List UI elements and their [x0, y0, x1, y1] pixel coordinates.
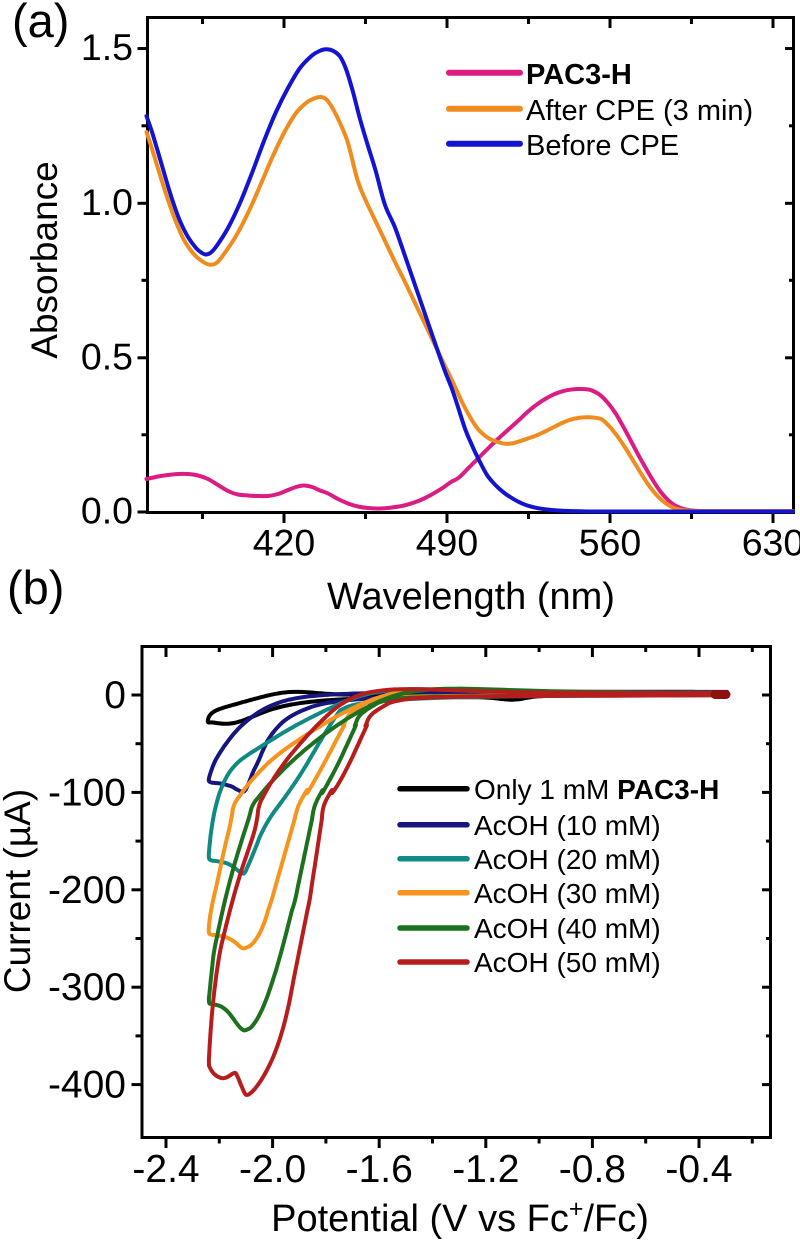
svg-text:-2.0: -2.0	[239, 1148, 306, 1191]
svg-text:0: 0	[104, 674, 126, 717]
svg-text:Before CPE: Before CPE	[526, 130, 679, 162]
svg-text:-2.4: -2.4	[132, 1148, 199, 1191]
svg-text:-1.6: -1.6	[346, 1148, 413, 1191]
svg-text:After CPE (3 min): After CPE (3 min)	[526, 95, 753, 127]
svg-text:AcOH (20 mM): AcOH (20 mM)	[474, 844, 661, 875]
svg-text:560: 560	[579, 522, 642, 564]
svg-text:Wavelength (nm): Wavelength (nm)	[327, 576, 615, 618]
svg-text:PAC3-H: PAC3-H	[526, 59, 632, 91]
svg-text:420: 420	[253, 522, 316, 564]
svg-text:AcOH (50 mM): AcOH (50 mM)	[474, 947, 661, 978]
svg-text:0.5: 0.5	[81, 335, 133, 377]
svg-text:630: 630	[742, 522, 800, 564]
svg-text:1.5: 1.5	[81, 26, 133, 68]
svg-text:-200: -200	[48, 869, 126, 912]
svg-text:-0.8: -0.8	[559, 1148, 626, 1191]
svg-text:0.0: 0.0	[81, 490, 133, 532]
svg-text:AcOH (40 mM): AcOH (40 mM)	[474, 913, 661, 944]
svg-text:-300: -300	[48, 966, 126, 1009]
svg-text:490: 490	[416, 522, 479, 564]
svg-text:AcOH (30 mM): AcOH (30 mM)	[474, 878, 661, 909]
svg-text:-1.2: -1.2	[452, 1148, 519, 1191]
svg-text:Current (µA): Current (µA)	[0, 789, 38, 993]
svg-text:Potential (V vs Fc+/Fc): Potential (V vs Fc+/Fc)	[271, 1195, 649, 1240]
svg-text:Only 1 mM PAC3-H: Only 1 mM PAC3-H	[474, 774, 719, 805]
svg-text:1.0: 1.0	[81, 181, 133, 223]
svg-text:Absorbance: Absorbance	[24, 161, 65, 358]
svg-text:-0.4: -0.4	[665, 1148, 732, 1191]
svg-text:(b): (b)	[7, 561, 64, 614]
svg-text:-100: -100	[48, 771, 126, 814]
svg-text:-400: -400	[48, 1064, 126, 1107]
svg-text:(a): (a)	[12, 0, 69, 47]
svg-text:AcOH (10 mM): AcOH (10 mM)	[474, 810, 661, 841]
